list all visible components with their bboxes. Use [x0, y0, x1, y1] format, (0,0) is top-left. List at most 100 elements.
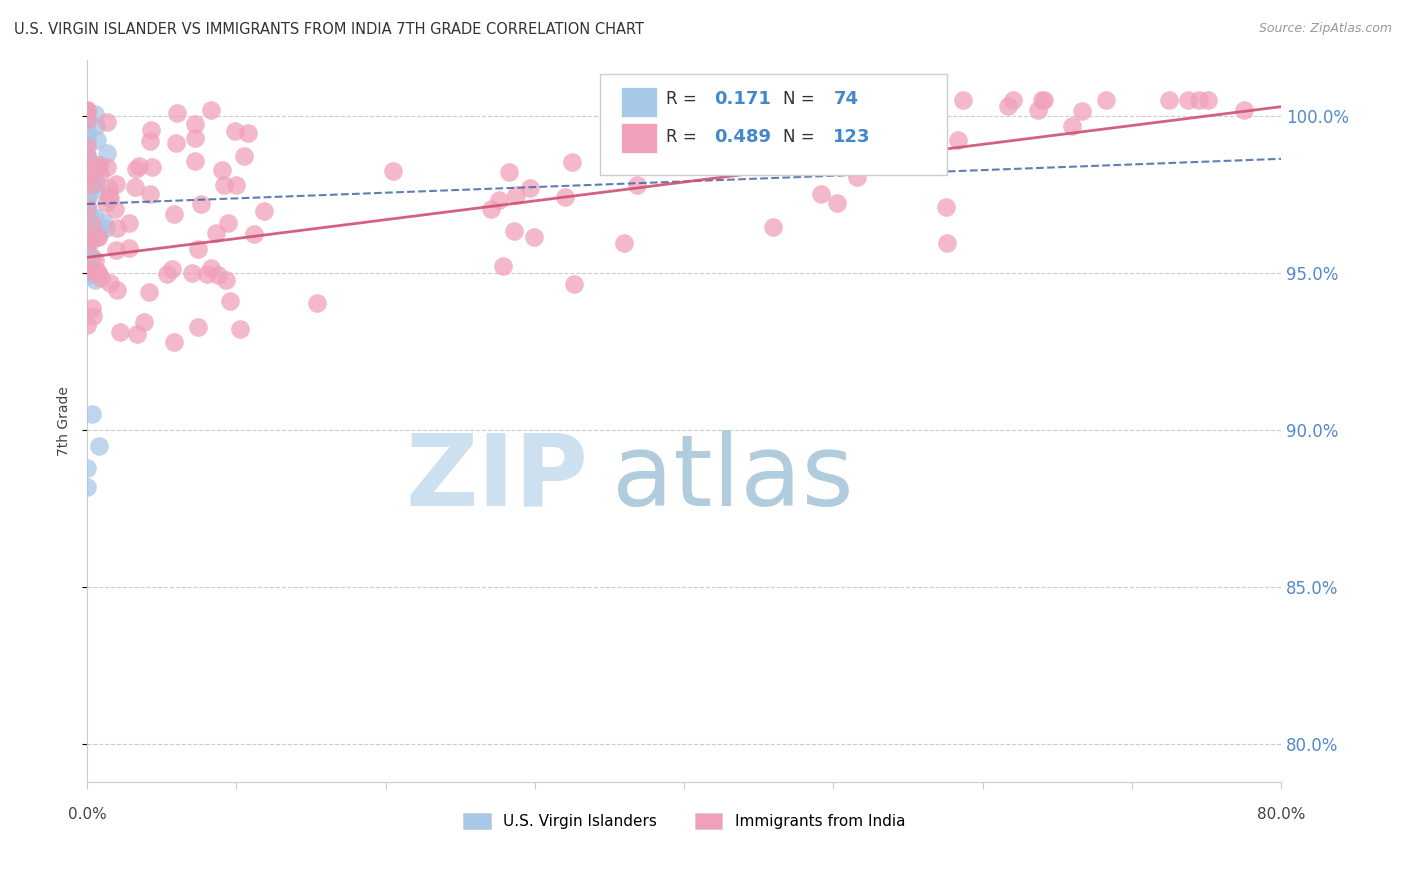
Point: [118, 216, 141, 230]
Point: [82, 217, 104, 231]
Point: [76, 105, 98, 120]
Point: [139, 122, 162, 136]
Text: N =: N =: [783, 90, 820, 108]
Point: [76, 255, 98, 269]
Point: [76, 202, 98, 216]
Point: [935, 200, 957, 214]
Point: [187, 320, 209, 334]
Point: [997, 99, 1019, 113]
Point: [128, 159, 150, 173]
Point: [87, 439, 110, 453]
Point: [86, 158, 108, 172]
Point: [498, 165, 520, 179]
Point: [76, 106, 98, 120]
Point: [96, 114, 118, 128]
Point: [554, 190, 576, 204]
Point: [183, 154, 205, 169]
Point: [86, 264, 108, 278]
Point: [84, 175, 107, 189]
Point: [96, 160, 118, 174]
Point: [87, 158, 110, 172]
Point: [243, 227, 266, 242]
Text: 0.0%: 0.0%: [67, 806, 107, 822]
Point: [946, 133, 969, 147]
Point: [200, 261, 222, 276]
Point: [76, 190, 98, 204]
Point: [76, 219, 98, 234]
Point: [76, 103, 98, 117]
Point: [105, 243, 128, 257]
Point: [124, 161, 146, 176]
Text: R =: R =: [666, 90, 702, 108]
Point: [195, 267, 218, 281]
Point: [76, 236, 98, 251]
Point: [742, 128, 765, 143]
Point: [89, 167, 111, 181]
Point: [163, 334, 186, 349]
Point: [233, 148, 256, 162]
Point: [156, 267, 179, 281]
Point: [97, 180, 120, 194]
Point: [1071, 104, 1094, 119]
Point: [181, 266, 204, 280]
Point: [76, 150, 98, 164]
Point: [76, 169, 98, 184]
Point: [1033, 94, 1056, 108]
Point: [98, 277, 121, 291]
Text: 80.0%: 80.0%: [1257, 806, 1305, 822]
Point: [76, 193, 98, 207]
Point: [1060, 119, 1083, 133]
Point: [76, 186, 98, 200]
Point: [505, 188, 527, 202]
Point: [76, 157, 98, 171]
Text: 0.489: 0.489: [714, 128, 770, 146]
Point: [86, 181, 108, 195]
Point: [76, 236, 98, 251]
Point: [138, 134, 160, 148]
Point: [187, 242, 209, 256]
Point: [76, 254, 98, 268]
Point: [1233, 103, 1256, 117]
Point: [523, 229, 546, 244]
Point: [382, 164, 405, 178]
Point: [166, 105, 188, 120]
Point: [84, 119, 107, 133]
Point: [76, 201, 98, 215]
Point: [80, 301, 103, 315]
Point: [76, 180, 98, 194]
Point: [105, 178, 128, 192]
Point: [80, 181, 103, 195]
Point: [207, 268, 229, 282]
Point: [638, 105, 661, 120]
Point: [163, 207, 186, 221]
Point: [488, 193, 510, 207]
Point: [76, 161, 98, 175]
Point: [200, 103, 222, 117]
Point: [76, 192, 98, 206]
Point: [76, 151, 98, 165]
Point: [1031, 94, 1053, 108]
Point: [831, 95, 853, 110]
Point: [76, 150, 98, 164]
Point: [76, 173, 98, 187]
Point: [76, 201, 98, 215]
Point: [217, 216, 239, 230]
Point: [76, 260, 98, 274]
Point: [76, 460, 98, 475]
Point: [561, 155, 583, 169]
Point: [83, 107, 105, 121]
Point: [224, 124, 246, 138]
Point: [162, 262, 184, 277]
Point: [84, 210, 107, 224]
Y-axis label: 7th Grade: 7th Grade: [58, 385, 72, 456]
Point: [87, 230, 110, 244]
Point: [76, 133, 98, 147]
Point: [105, 283, 128, 297]
Point: [76, 235, 98, 250]
Point: [76, 221, 98, 235]
Point: [94, 221, 117, 235]
Point: [76, 126, 98, 140]
Point: [845, 170, 868, 185]
Point: [82, 309, 104, 323]
Point: [76, 220, 98, 235]
